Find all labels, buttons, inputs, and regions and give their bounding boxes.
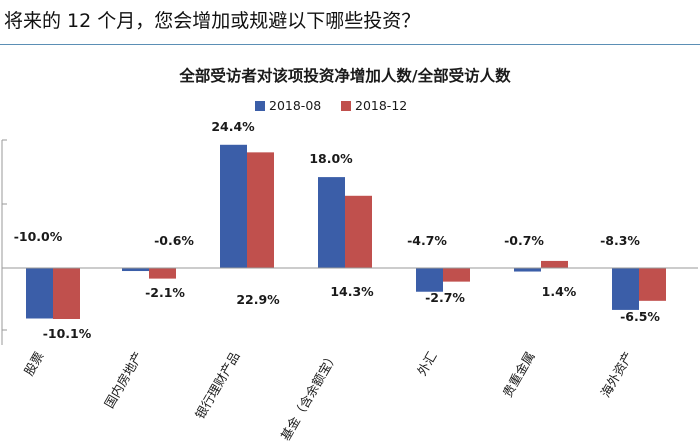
bar-2018-12-3: [345, 195, 372, 268]
category-label-2: 银行理财产品: [192, 349, 242, 421]
legend-swatch-2018-08: [255, 101, 265, 111]
bar-2018-12-5: [541, 260, 568, 268]
category-label-0: 股票: [21, 349, 46, 378]
category-label-1: 国内房地产: [101, 349, 145, 411]
category-label-6: 海外资产: [598, 349, 636, 400]
data-label-2018-08-6: -8.3%: [600, 233, 640, 248]
data-label-2018-08-1: -0.6%: [154, 233, 194, 248]
category-label-3: 基金（含余额宝）: [278, 349, 341, 441]
data-label-2018-08-4: -4.7%: [407, 233, 447, 248]
bar-2018-12-2: [247, 152, 274, 268]
bar-2018-12-6: [639, 268, 666, 301]
legend-label-2018-08: 2018-08: [269, 98, 321, 113]
chart-title: 全部受访者对该项投资净增加人数/全部受访人数: [178, 66, 511, 85]
bar-2018-08-2: [220, 144, 247, 268]
legend: 2018-08 2018-12: [255, 98, 407, 113]
data-label-2018-12-5: 1.4%: [542, 284, 577, 299]
data-label-2018-12-0: -10.1%: [43, 326, 92, 341]
category-label-5: 贵重金属: [500, 349, 538, 400]
bar-2018-08-0: [26, 268, 53, 319]
data-label-2018-12-2: 22.9%: [236, 292, 280, 307]
data-label-2018-08-2: 24.4%: [211, 119, 255, 134]
bar-2018-08-6: [612, 268, 639, 310]
category-labels-group: 股票 国内房地产 银行理财产品 基金（含余额宝） 外汇 贵重金属 海外资产: [21, 349, 635, 441]
data-label-2018-08-5: -0.7%: [504, 233, 544, 248]
question-heading: 将来的 12 个月，您会增加或规避以下哪些投资？: [4, 10, 420, 32]
data-label-2018-12-6: -6.5%: [620, 309, 660, 324]
data-labels-group: -10.0% -0.6% 24.4% 18.0% -4.7% -0.7% -8.3% -10.…: [14, 119, 661, 341]
bar-2018-12-4: [443, 268, 470, 282]
category-label-4: 外汇: [414, 349, 439, 378]
bar-2018-08-1: [122, 268, 149, 272]
legend-label-2018-12: 2018-12: [355, 98, 407, 113]
bars-group: [26, 144, 666, 320]
data-label-2018-12-4: -2.7%: [425, 290, 465, 305]
bar-2018-12-0: [53, 268, 80, 320]
bar-2018-08-4: [416, 268, 443, 292]
bar-2018-08-3: [318, 177, 345, 268]
data-label-2018-12-3: 14.3%: [330, 284, 374, 299]
legend-swatch-2018-12: [341, 101, 351, 111]
bar-2018-12-1: [149, 268, 176, 279]
data-label-2018-08-0: -10.0%: [14, 229, 63, 244]
bar-2018-08-5: [514, 268, 541, 272]
header-divider: [0, 44, 700, 45]
data-label-2018-12-1: -2.1%: [145, 285, 185, 300]
data-label-2018-08-3: 18.0%: [309, 151, 353, 166]
